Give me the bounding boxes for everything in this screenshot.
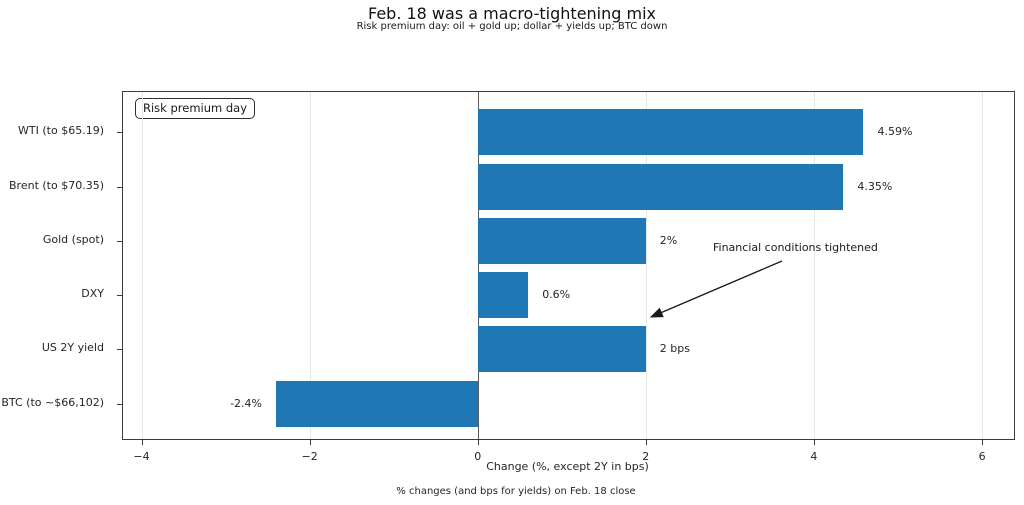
x-tick-mark [141,440,143,445]
x-tick-label: −4 [133,450,150,463]
y-tick-label: WTI (to $65.19) [18,124,104,138]
y-tick-label: US 2Y yield [41,341,104,355]
annotation-text: Financial conditions tightened [713,241,878,254]
legend-label: Risk premium day [143,101,248,115]
y-tick-mark [117,349,122,351]
footer-note: % changes (and bps for yields) on Feb. 1… [396,486,636,497]
y-tick-label: Brent (to $70.35) [9,178,104,192]
y-tick-mark [117,403,122,405]
y-tick-label: BTC (to ~$66,102) [1,395,104,409]
gridline [645,92,647,439]
chart-title: Feb. 18 was a macro-tightening mix [367,4,657,23]
x-tick-label: 6 [978,450,986,463]
y-tick-mark [117,132,122,134]
gridline [982,92,984,439]
bar-value-label: 2 bps [659,342,690,356]
bar-value-label: 4.35% [857,179,893,193]
y-tick-mark [117,295,122,297]
gridline [309,92,311,439]
x-tick-label: 4 [810,450,818,463]
y-tick-label: DXY [81,287,104,301]
bar [477,272,529,319]
legend-box: Risk premium day [135,98,256,119]
bar [276,380,478,427]
y-tick-label: Gold (spot) [42,232,104,246]
y-tick-mark [117,186,122,188]
gridline [813,92,815,439]
zero-line [477,92,479,439]
bar [477,326,646,373]
bar [477,163,844,210]
y-tick-mark [117,240,122,242]
bar-value-label: 0.6% [542,288,571,302]
x-axis-label: Change (%, except 2Y in bps) [486,460,649,473]
bar [477,217,646,264]
x-tick-label: 2 [642,450,650,463]
bar-value-label: 4.59% [877,125,913,139]
chart-subtitle: Risk premium day: oil + gold up; dollar … [356,21,668,32]
gridline [141,92,143,439]
bar-value-label: -2.4% [230,396,262,410]
x-tick-label: −2 [301,450,318,463]
x-tick-mark [982,440,984,445]
x-tick-mark [477,440,479,445]
bar [477,109,864,156]
x-tick-label: 0 [474,450,482,463]
plot-area: Risk premium day −4 −2 0 2 4 6 4.59% 4.35% 2% 0.6… [117,91,1015,463]
y-axis-labels: WTI (to $65.19) Brent (to $70.35) Gold (sp… [0,0,113,505]
x-tick-mark [645,440,647,445]
bar-value-label: 2% [659,233,678,247]
x-tick-mark [813,440,815,445]
x-tick-mark [309,440,311,445]
